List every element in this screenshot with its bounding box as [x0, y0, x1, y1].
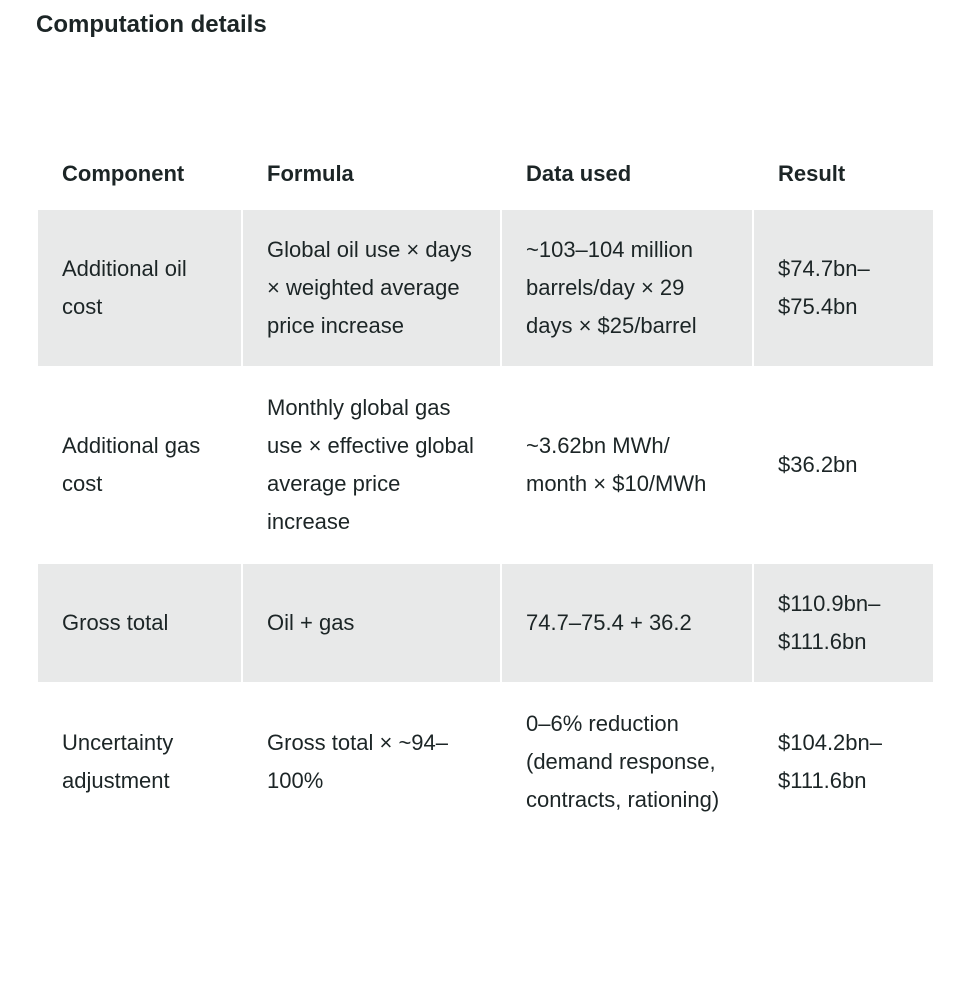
header-cell: Result: [778, 161, 846, 186]
page: Computation details Component Formula Data…: [0, 8, 980, 982]
table-cell: 0–6% reduction (demand response, contrac…: [526, 711, 720, 812]
table-cell: $74.7bn–$75.4bn: [754, 210, 933, 366]
table-cell: Global oil use × days × weighted average…: [243, 210, 500, 366]
table-cell: $104.2bn–$111.6bn: [778, 730, 882, 793]
computation-table: Component Formula Data used Result Addition…: [36, 138, 935, 842]
table-cell: Monthly global gas use × effective globa…: [267, 395, 474, 534]
table-cell: $36.2bn: [778, 452, 858, 477]
table-cell: Gross total: [38, 564, 241, 682]
table-row: Gross total Oil + gas 74.7–75.4 + 36.2 $110…: [38, 564, 933, 682]
table-row: Additional gas cost Monthly global gas us…: [38, 368, 933, 562]
table-row: Uncertainty adjustment Gross total × ~94–…: [38, 684, 933, 840]
table-cell: Gross total × ~94–100%: [267, 730, 448, 793]
table-cell: Additional gas cost: [62, 433, 201, 496]
table-cell: Additional oil cost: [38, 210, 241, 366]
table-cell: 74.7–75.4 + 36.2: [502, 564, 752, 682]
header-cell: Formula: [267, 161, 354, 186]
table-cell: Uncertainty adjustment: [62, 730, 174, 793]
header-cell: Data used: [526, 161, 632, 186]
table-cell: $110.9bn–$111.6bn: [754, 564, 933, 682]
table-cell: ~103–104 million barrels/day × 29 days ×…: [502, 210, 752, 366]
table-body: Additional oil cost Global oil use × days…: [38, 210, 933, 840]
table-cell: Oil + gas: [243, 564, 500, 682]
header-cell: Component: [62, 161, 185, 186]
table-cell: ~3.62bn MWh/ month × $10/MWh: [526, 433, 707, 496]
table-row: Additional oil cost Global oil use × days…: [38, 210, 933, 366]
header-row: Component Formula Data used Result: [38, 140, 933, 208]
section-title: Computation details: [36, 11, 267, 38]
